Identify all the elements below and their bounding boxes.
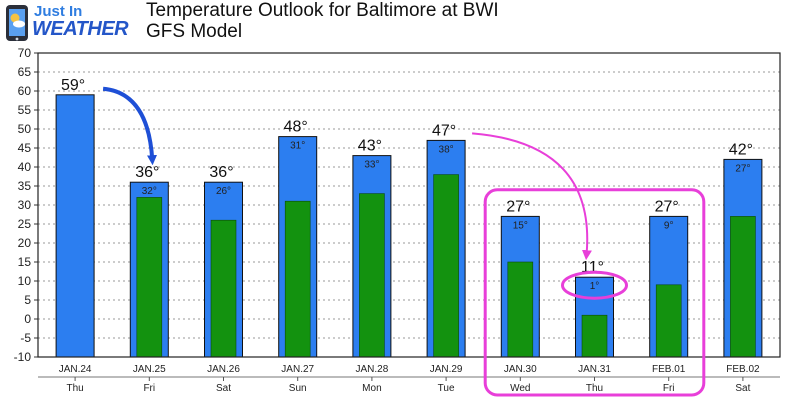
y-tick-label: 70 — [18, 46, 32, 60]
high-temp-label: 42° — [729, 141, 753, 158]
y-tick-label: 30 — [18, 198, 32, 212]
x-date-label: JAN.24 — [59, 364, 92, 375]
y-tick-label: 60 — [18, 84, 32, 98]
y-tick-label: 45 — [18, 141, 32, 155]
x-date-label: JAN.25 — [133, 364, 166, 375]
low-temp-label: 33° — [364, 160, 379, 171]
y-tick-label: 0 — [24, 312, 31, 326]
low-temp-bar — [581, 314, 608, 358]
highlight-circle — [561, 270, 628, 300]
y-tick-label: 10 — [18, 274, 32, 288]
low-temp-bar — [136, 197, 163, 358]
x-date-label: FEB.01 — [652, 364, 686, 375]
just-in-weather-logo: Just In WEATHER — [4, 2, 140, 44]
logo-text-weather: WEATHER — [32, 18, 129, 40]
low-temp-bar — [655, 284, 682, 358]
x-date-label: JAN.30 — [504, 364, 537, 375]
low-temp-bar — [507, 261, 534, 358]
y-tick-label: 65 — [18, 65, 32, 79]
x-date-label: FEB.02 — [726, 364, 760, 375]
low-temp-label: 38° — [439, 144, 454, 155]
low-temp-label: 9° — [664, 220, 674, 231]
x-date-label: JAN.28 — [356, 364, 389, 375]
chart-title: Temperature Outlook for Baltimore at BWI — [146, 0, 499, 21]
highlight-box — [483, 188, 706, 397]
low-temp-bar — [433, 174, 459, 358]
phone-icon — [6, 5, 28, 41]
low-temp-label: 26° — [216, 186, 231, 197]
high-temp-label: 27° — [506, 198, 530, 215]
high-temp-label: 48° — [284, 119, 308, 136]
logo-text-just-in: Just In — [34, 3, 83, 20]
x-day-label: Fri — [663, 383, 675, 394]
y-tick-label: 55 — [18, 103, 32, 117]
low-temp-label: 15° — [513, 220, 528, 231]
high-temp-label: 43° — [358, 138, 382, 155]
x-day-label: Sat — [216, 383, 231, 394]
x-date-label: JAN.27 — [281, 364, 314, 375]
x-day-label: Fri — [143, 383, 155, 394]
x-date-label: JAN.29 — [430, 364, 463, 375]
x-day-label: Sat — [735, 383, 750, 394]
high-temp-label: 36° — [135, 164, 159, 181]
pink-arrow — [472, 132, 592, 261]
y-tick-label: 15 — [18, 255, 32, 269]
low-temp-bar — [210, 219, 237, 358]
y-tick-label: 50 — [18, 122, 32, 136]
x-day-label: Wed — [510, 383, 530, 394]
y-tick-label: 35 — [18, 179, 32, 193]
low-temp-label: 32° — [142, 186, 157, 197]
low-temp-bar — [284, 200, 311, 358]
low-temp-bar — [730, 216, 756, 358]
y-tick-label: 20 — [18, 236, 32, 250]
x-day-label: Sun — [289, 383, 307, 394]
blue-arrow — [102, 86, 157, 166]
y-tick-label: -10 — [14, 350, 32, 364]
x-date-label: JAN.26 — [207, 364, 240, 375]
x-day-label: Thu — [586, 383, 603, 394]
high-temp-label: 47° — [432, 122, 456, 139]
y-tick-label: 25 — [18, 217, 32, 231]
y-tick-label: -5 — [20, 331, 31, 345]
high-temp-bar — [55, 94, 95, 358]
low-temp-label: 1° — [590, 281, 600, 292]
low-temp-label: 27° — [735, 163, 750, 174]
x-date-label: JAN.31 — [578, 364, 611, 375]
high-temp-label: 36° — [209, 164, 233, 181]
x-day-label: Mon — [362, 383, 381, 394]
x-day-label: Thu — [66, 383, 83, 394]
y-tick-label: 5 — [24, 293, 31, 307]
plot-frame — [37, 52, 781, 358]
y-tick-label: 40 — [18, 160, 32, 174]
high-temp-label: 59° — [61, 77, 85, 94]
chart-subtitle: GFS Model — [146, 21, 243, 42]
low-temp-label: 31° — [290, 141, 305, 152]
x-day-label: Tue — [438, 383, 455, 394]
high-temp-label: 27° — [655, 198, 679, 215]
low-temp-bar — [359, 193, 385, 358]
